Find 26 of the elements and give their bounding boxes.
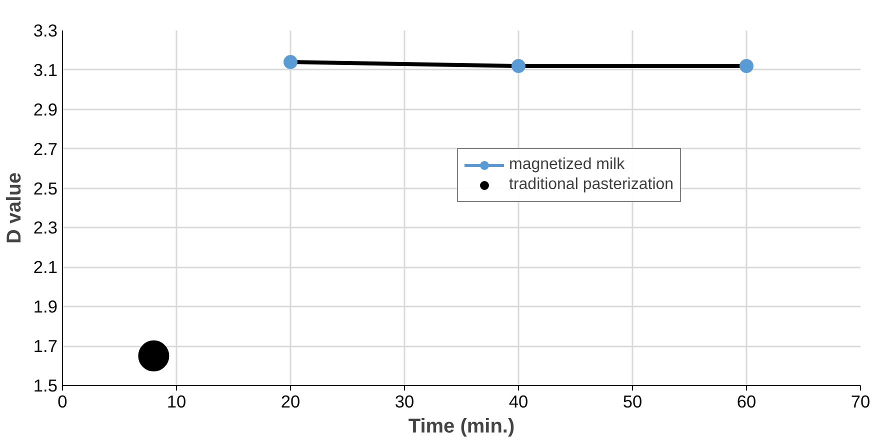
- x-tick-label: 50: [622, 392, 642, 412]
- point: [512, 59, 526, 73]
- x-tick-label: 60: [736, 392, 756, 412]
- y-tick-label: 2.9: [33, 99, 58, 120]
- point: [284, 55, 298, 70]
- x-tick-label: 10: [166, 392, 186, 412]
- y-tick-label: 3.3: [33, 20, 58, 40]
- legend-label: magnetized milk: [509, 156, 625, 174]
- y-tick-label: 1.9: [33, 296, 58, 317]
- legend-label: traditional pasterization: [509, 176, 674, 194]
- x-tick-label: 70: [850, 392, 870, 412]
- x-axis-title: Time (min.): [408, 416, 515, 438]
- y-tick-label: 2.5: [33, 178, 58, 198]
- point: [138, 340, 170, 372]
- y-tick-label: 1.5: [33, 376, 58, 396]
- y-tick-label: 3.1: [33, 60, 58, 80]
- x-tick-label: 30: [394, 392, 414, 412]
- point: [740, 59, 754, 73]
- x-tick-label: 20: [280, 392, 300, 412]
- x-tick-label: 40: [508, 392, 528, 412]
- y-axis-title: D value: [3, 172, 26, 244]
- y-tick-label: 2.7: [33, 138, 58, 159]
- y-tick-label: 2.1: [33, 257, 58, 278]
- y-tick-label: 2.3: [33, 218, 58, 238]
- x-tick-label: 0: [58, 392, 68, 412]
- y-tick-label: 1.7: [33, 336, 58, 356]
